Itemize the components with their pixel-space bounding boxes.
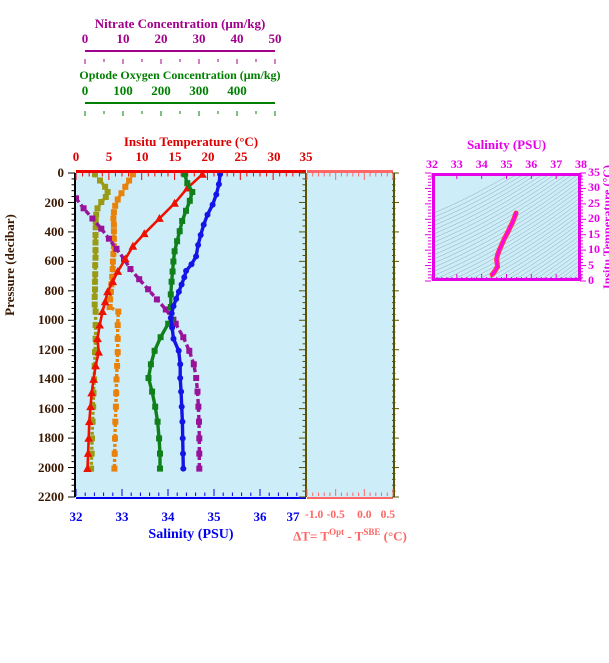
svg-text:0: 0 [73, 149, 80, 164]
svg-text:15: 15 [169, 149, 183, 164]
svg-text:300: 300 [189, 83, 209, 98]
svg-text:0: 0 [82, 83, 89, 98]
svg-text:25: 25 [235, 149, 249, 164]
svg-text:40: 40 [231, 31, 244, 46]
svg-text:200: 200 [151, 83, 171, 98]
svg-text:30: 30 [193, 31, 206, 46]
svg-text:400: 400 [227, 83, 247, 98]
svg-text:35: 35 [300, 149, 314, 164]
svg-text:10: 10 [136, 149, 149, 164]
svg-text:20: 20 [155, 31, 168, 46]
svg-text:100: 100 [113, 83, 133, 98]
svg-text:10: 10 [117, 31, 130, 46]
svg-text:50: 50 [269, 31, 282, 46]
svg-text:30: 30 [268, 149, 281, 164]
svg-text:20: 20 [202, 149, 215, 164]
svg-text:5: 5 [106, 149, 113, 164]
svg-text:0: 0 [82, 31, 89, 46]
